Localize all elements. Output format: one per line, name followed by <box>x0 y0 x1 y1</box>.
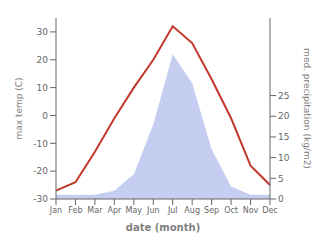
svg-text:Apr: Apr <box>107 206 122 215</box>
svg-text:20: 20 <box>37 55 49 65</box>
svg-text:25: 25 <box>278 91 289 101</box>
svg-text:Dec: Dec <box>262 206 277 215</box>
svg-text:5: 5 <box>278 174 284 184</box>
svg-text:May: May <box>126 206 143 215</box>
svg-text:Jun: Jun <box>146 206 160 215</box>
svg-text:30: 30 <box>37 27 49 37</box>
svg-text:0: 0 <box>42 111 48 121</box>
svg-text:Mar: Mar <box>87 206 103 215</box>
svg-text:0: 0 <box>278 194 284 204</box>
svg-text:-30: -30 <box>33 194 48 204</box>
svg-text:Sep: Sep <box>204 206 219 215</box>
svg-text:-10: -10 <box>33 139 48 149</box>
svg-text:max temp (C): max temp (C) <box>14 77 24 139</box>
svg-text:-20: -20 <box>33 166 48 176</box>
svg-text:med. precipitation (kg/m2): med. precipitation (kg/m2) <box>302 48 312 169</box>
svg-text:Nov: Nov <box>243 206 259 215</box>
svg-text:date (month): date (month) <box>126 222 200 233</box>
svg-text:10: 10 <box>278 153 290 163</box>
svg-text:Jan: Jan <box>49 206 62 215</box>
svg-text:15: 15 <box>278 132 289 142</box>
svg-text:Aug: Aug <box>184 206 200 215</box>
svg-text:Oct: Oct <box>224 206 238 215</box>
svg-text:20: 20 <box>278 111 290 121</box>
svg-text:10: 10 <box>37 83 49 93</box>
svg-text:Jul: Jul <box>167 206 178 215</box>
svg-text:Feb: Feb <box>68 206 82 215</box>
